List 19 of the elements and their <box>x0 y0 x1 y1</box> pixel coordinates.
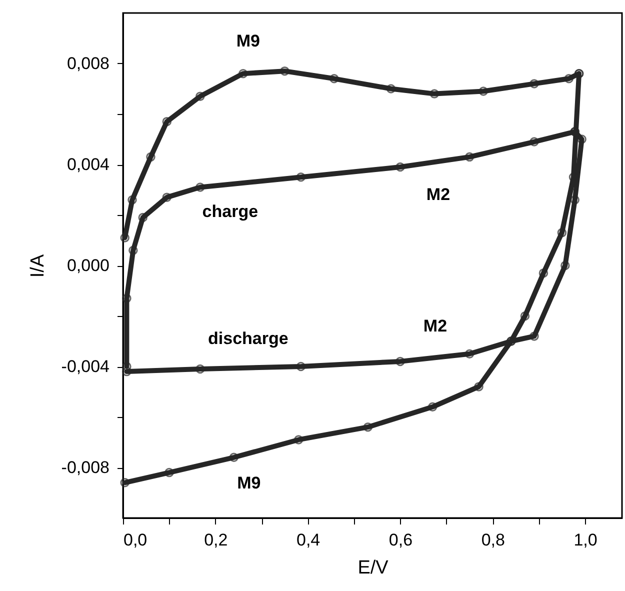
y-tick-label: -0,008 <box>61 458 110 477</box>
y-tick-label: 0,004 <box>66 155 110 174</box>
y-tick-label: -0,004 <box>61 357 110 376</box>
x-tick-label: 0,2 <box>204 530 228 550</box>
series-label: M9 <box>237 473 261 492</box>
x-tick-label: 0,6 <box>388 530 413 550</box>
y-axis-title: I/A <box>27 254 48 278</box>
annotation: charge <box>202 202 258 222</box>
x-axis-title: E/V <box>358 558 389 578</box>
series-label: M2 <box>426 185 450 204</box>
x-tick-label: 0,8 <box>481 530 505 550</box>
y-tick-label: 0,000 <box>66 256 110 275</box>
x-tick-label: 0,0 <box>124 530 148 550</box>
x-tick-label: 1,0 <box>574 530 598 550</box>
y-tick-label: 0,008 <box>66 54 110 73</box>
annotation: discharge <box>208 329 288 348</box>
x-tick-label: 0,4 <box>296 530 320 550</box>
series-label: M9 <box>236 32 260 51</box>
series-label: M2 <box>423 316 448 336</box>
